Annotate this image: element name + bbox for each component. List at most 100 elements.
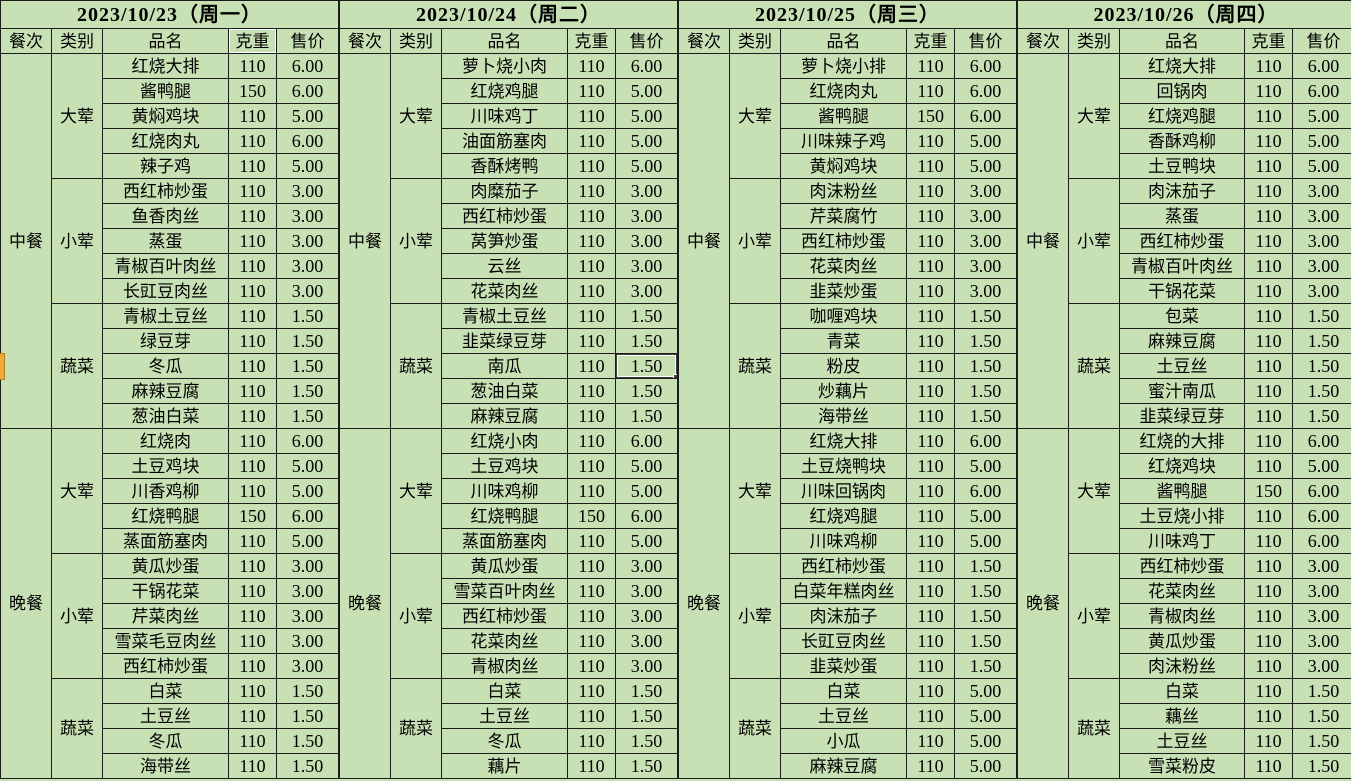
column-header-category[interactable]: 类别 bbox=[729, 28, 781, 54]
cell-price[interactable]: 5.00 bbox=[615, 153, 678, 179]
cell-dish[interactable]: 葱油白菜 bbox=[441, 378, 568, 404]
cell-weight[interactable]: 110 bbox=[1244, 403, 1293, 429]
cell-dish[interactable]: 酱鸭腿 bbox=[102, 78, 229, 104]
cell-dish[interactable]: 花菜肉丝 bbox=[780, 253, 907, 279]
cell-dish[interactable]: 藕丝 bbox=[1119, 703, 1245, 729]
cell-weight[interactable]: 110 bbox=[228, 253, 277, 279]
cell-dish[interactable]: 土豆丝 bbox=[441, 703, 568, 729]
category-cell[interactable]: 大荤 bbox=[729, 53, 781, 179]
cell-dish[interactable]: 土豆鸭块 bbox=[1119, 153, 1245, 179]
cell-weight[interactable]: 110 bbox=[906, 253, 955, 279]
cell-dish[interactable]: 黄瓜炒蛋 bbox=[1119, 628, 1245, 654]
cell-price[interactable]: 6.00 bbox=[615, 503, 678, 529]
cell-price[interactable]: 3.00 bbox=[615, 253, 678, 279]
cell-weight[interactable]: 110 bbox=[228, 728, 277, 754]
cell-dish[interactable]: 芹菜腐竹 bbox=[780, 203, 907, 229]
cell-weight[interactable]: 110 bbox=[1244, 603, 1293, 629]
cell-dish[interactable]: 冬瓜 bbox=[102, 728, 229, 754]
cell-dish[interactable]: 回锅肉 bbox=[1119, 78, 1245, 104]
cell-dish[interactable]: 红烧鸭腿 bbox=[441, 503, 568, 529]
cell-dish[interactable]: 萝卜烧小肉 bbox=[441, 53, 568, 79]
cell-weight[interactable]: 150 bbox=[228, 503, 277, 529]
cell-price[interactable]: 3.00 bbox=[276, 628, 339, 654]
cell-price[interactable]: 3.00 bbox=[276, 578, 339, 604]
cell-price[interactable]: 3.00 bbox=[276, 553, 339, 579]
cell-price[interactable]: 1.50 bbox=[615, 378, 678, 404]
cell-price[interactable]: 1.50 bbox=[954, 553, 1017, 579]
cell-dish[interactable]: 麻辣豆腐 bbox=[102, 378, 229, 404]
cell-price[interactable]: 3.00 bbox=[615, 178, 678, 204]
cell-price[interactable]: 6.00 bbox=[954, 78, 1017, 104]
cell-dish[interactable]: 红烧肉丸 bbox=[102, 128, 229, 154]
cell-dish[interactable]: 土豆烧小排 bbox=[1119, 503, 1245, 529]
cell-price[interactable]: 3.00 bbox=[1292, 228, 1351, 254]
cell-price[interactable]: 6.00 bbox=[1292, 503, 1351, 529]
cell-dish[interactable]: 油面筋塞肉 bbox=[441, 128, 568, 154]
meal-cell[interactable]: 中餐 bbox=[339, 53, 391, 429]
cell-weight[interactable]: 110 bbox=[1244, 728, 1293, 754]
cell-price[interactable]: 5.00 bbox=[615, 103, 678, 129]
column-header-price[interactable]: 售价 bbox=[1292, 28, 1351, 54]
cell-dish[interactable]: 海带丝 bbox=[780, 403, 907, 429]
cell-price[interactable]: 5.00 bbox=[954, 728, 1017, 754]
cell-dish[interactable]: 红烧大排 bbox=[102, 53, 229, 79]
cell-dish[interactable]: 麻辣豆腐 bbox=[780, 753, 907, 779]
cell-dish[interactable]: 黄焖鸡块 bbox=[102, 103, 229, 129]
cell-dish[interactable]: 青椒土豆丝 bbox=[102, 303, 229, 329]
cell-weight[interactable]: 110 bbox=[567, 103, 616, 129]
cell-weight[interactable]: 110 bbox=[567, 528, 616, 554]
cell-dish[interactable]: 长豇豆肉丝 bbox=[780, 628, 907, 654]
cell-dish[interactable]: 红烧肉 bbox=[102, 428, 229, 454]
column-header-meal[interactable]: 餐次 bbox=[0, 28, 52, 54]
cell-price[interactable]: 6.00 bbox=[615, 53, 678, 79]
cell-weight[interactable]: 110 bbox=[906, 353, 955, 379]
cell-dish[interactable]: 青椒土豆丝 bbox=[441, 303, 568, 329]
cell-price[interactable]: 1.50 bbox=[954, 328, 1017, 354]
cell-price[interactable]: 3.00 bbox=[615, 628, 678, 654]
cell-dish[interactable]: 青椒肉丝 bbox=[1119, 603, 1245, 629]
cell-dish[interactable]: 西红柿炒蛋 bbox=[441, 203, 568, 229]
cell-weight[interactable]: 110 bbox=[228, 553, 277, 579]
cell-dish[interactable]: 花菜肉丝 bbox=[441, 278, 568, 304]
cell-price[interactable]: 6.00 bbox=[954, 53, 1017, 79]
category-cell[interactable]: 蔬菜 bbox=[729, 678, 781, 779]
cell-weight[interactable]: 110 bbox=[228, 103, 277, 129]
cell-weight[interactable]: 110 bbox=[567, 553, 616, 579]
cell-dish[interactable]: 辣子鸡 bbox=[102, 153, 229, 179]
cell-weight[interactable]: 110 bbox=[1244, 53, 1293, 79]
cell-weight[interactable]: 110 bbox=[906, 728, 955, 754]
cell-price[interactable]: 1.50 bbox=[615, 753, 678, 779]
cell-weight[interactable]: 110 bbox=[228, 603, 277, 629]
cell-price[interactable]: 1.50 bbox=[1292, 403, 1351, 429]
cell-weight[interactable]: 110 bbox=[1244, 128, 1293, 154]
cell-dish[interactable]: 香酥烤鸭 bbox=[441, 153, 568, 179]
cell-price[interactable]: 6.00 bbox=[1292, 428, 1351, 454]
cell-price[interactable]: 3.00 bbox=[276, 603, 339, 629]
cell-price[interactable]: 5.00 bbox=[615, 128, 678, 154]
cell-price[interactable]: 3.00 bbox=[1292, 603, 1351, 629]
cell-weight[interactable]: 110 bbox=[228, 628, 277, 654]
cell-price[interactable]: 3.00 bbox=[276, 253, 339, 279]
column-header-price[interactable]: 售价 bbox=[954, 28, 1017, 54]
cell-weight[interactable]: 110 bbox=[1244, 428, 1293, 454]
cell-price[interactable]: 5.00 bbox=[954, 153, 1017, 179]
cell-price[interactable]: 3.00 bbox=[276, 178, 339, 204]
cell-weight[interactable]: 110 bbox=[567, 53, 616, 79]
cell-weight[interactable]: 110 bbox=[1244, 353, 1293, 379]
cell-weight[interactable]: 110 bbox=[228, 428, 277, 454]
column-header-weight[interactable]: 克重 bbox=[567, 28, 616, 54]
cell-weight[interactable]: 110 bbox=[906, 228, 955, 254]
cell-price[interactable]: 1.50 bbox=[615, 403, 678, 429]
category-cell[interactable]: 大荤 bbox=[390, 53, 442, 179]
cell-price[interactable]: 5.00 bbox=[615, 478, 678, 504]
cell-price[interactable]: 5.00 bbox=[615, 528, 678, 554]
cell-price[interactable]: 1.50 bbox=[276, 378, 339, 404]
cell-dish[interactable]: 土豆丝 bbox=[1119, 353, 1245, 379]
cell-weight[interactable]: 110 bbox=[567, 703, 616, 729]
category-cell[interactable]: 小荤 bbox=[729, 553, 781, 679]
cell-weight[interactable]: 110 bbox=[906, 403, 955, 429]
cell-weight[interactable]: 110 bbox=[906, 453, 955, 479]
cell-weight[interactable]: 110 bbox=[906, 203, 955, 229]
column-header-category[interactable]: 类别 bbox=[390, 28, 442, 54]
column-header-weight[interactable]: 克重 bbox=[906, 28, 955, 54]
